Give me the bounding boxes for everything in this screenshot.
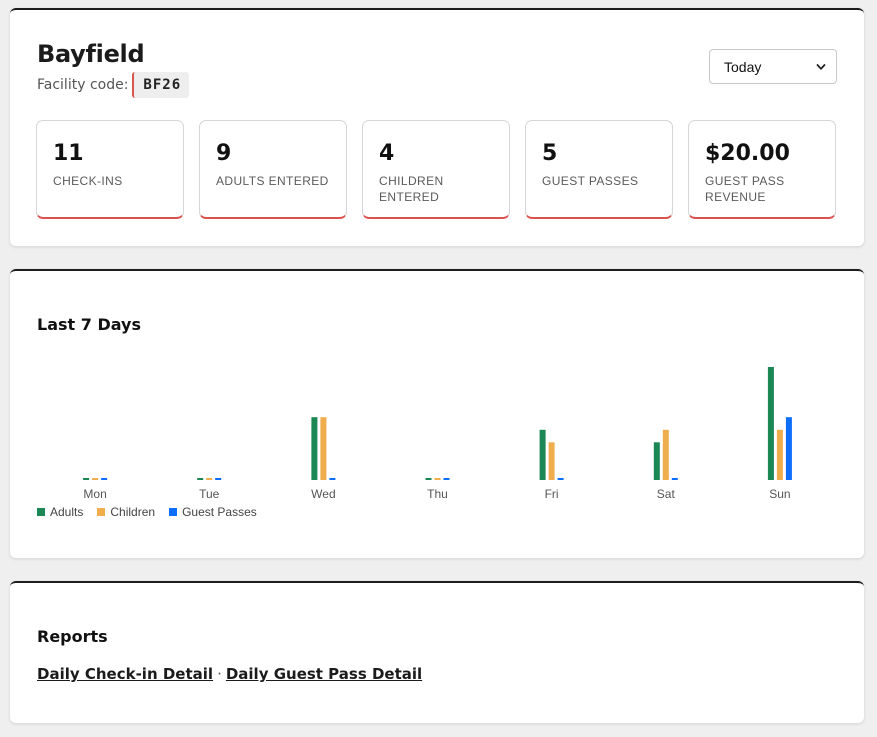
facility-summary-card: Bayfield Facility code: BF26 Today 11 CH… [10, 8, 864, 246]
stat-label: GUEST PASS REVENUE [705, 174, 785, 204]
facility-name: Bayfield [37, 40, 145, 68]
facility-code-row: Facility code: BF26 [37, 72, 190, 98]
bar-adults-mon [83, 478, 90, 480]
report-links: Daily Check-in Detail · Daily Guest Pass D… [37, 665, 422, 683]
last-7-days-card: Last 7 Days Mon Tue Wed Thu Fri Sat Sun Adults… [10, 269, 864, 558]
chart-title: Last 7 Days [37, 315, 141, 334]
legend-item-adults: Adults [37, 505, 83, 519]
legend-swatch [37, 508, 45, 516]
stat-card-check-ins: 11 CHECK-INS [36, 120, 184, 219]
bar-children-sun [776, 429, 783, 480]
x-tick-label: Wed [311, 487, 335, 501]
period-select[interactable]: Today [709, 49, 837, 84]
legend-item-guest-passes: Guest Passes [169, 505, 257, 519]
bar-guest-passes-thu [443, 478, 450, 480]
facility-code: BF26 [132, 72, 190, 98]
x-tick-label: Sat [657, 487, 676, 501]
daily-check-in-detail-link[interactable]: Daily Check-in Detail [37, 665, 214, 683]
legend-item-children: Children [97, 505, 155, 519]
bar-adults-thu [425, 478, 432, 480]
bar-guest-passes-mon [101, 478, 108, 480]
bar-children-wed [320, 417, 327, 480]
legend-label: Guest Passes [182, 505, 257, 519]
bar-children-fri [548, 442, 555, 480]
x-tick-label: Sun [769, 487, 790, 501]
legend-label: Adults [50, 505, 84, 519]
link-separator: · [217, 665, 222, 683]
stats-row: 11 CHECK-INS 9 ADULTS ENTERED 4 CHILDREN… [36, 120, 836, 219]
stat-value: 11 [53, 141, 84, 166]
bar-guest-passes-tue [215, 478, 222, 480]
daily-guest-pass-detail-link[interactable]: Daily Guest Pass Detail [225, 665, 423, 683]
stat-card-children: 4 CHILDREN ENTERED [362, 120, 510, 219]
stat-label: CHILDREN ENTERED [379, 174, 444, 204]
stat-label: ADULTS ENTERED [216, 174, 329, 188]
x-tick-label: Tue [199, 487, 220, 501]
reports-title: Reports [37, 627, 108, 646]
bar-adults-sun [767, 367, 774, 480]
stat-value: 9 [216, 141, 232, 166]
stat-label: CHECK-INS [53, 174, 123, 188]
stat-card-adults: 9 ADULTS ENTERED [199, 120, 347, 219]
stat-value: 4 [379, 141, 395, 166]
x-tick-label: Fri [545, 487, 559, 501]
bar-guest-passes-sat [671, 478, 678, 480]
bar-adults-fri [539, 429, 546, 480]
bar-children-thu [434, 478, 441, 480]
bar-guest-passes-sun [785, 417, 792, 480]
x-tick-label: Thu [427, 487, 448, 501]
bar-guest-passes-wed [329, 478, 336, 480]
stat-value: 5 [542, 141, 558, 166]
stat-card-guest-passes: 5 GUEST PASSES [525, 120, 673, 219]
legend-swatch [169, 508, 178, 516]
bar-adults-sat [653, 442, 660, 480]
x-tick-label: Mon [83, 487, 106, 501]
chart-legend: Adults Children Guest Passes [37, 505, 257, 519]
facility-code-label: Facility code: [37, 77, 129, 93]
chevron-down-icon [816, 63, 826, 70]
bar-chart: Mon Tue Wed Thu Fri Sat Sun [83, 367, 792, 501]
stat-card-guest-pass-revenue: $20.00 GUEST PASS REVENUE [688, 120, 836, 219]
legend-label: Children [110, 505, 156, 519]
bar-children-sat [662, 429, 669, 480]
period-select-value: Today [724, 58, 762, 75]
bar-children-mon [92, 478, 99, 480]
stat-value: $20.00 [705, 141, 790, 166]
bar-children-tue [206, 478, 213, 480]
stat-label: GUEST PASSES [542, 174, 639, 188]
bar-adults-tue [197, 478, 204, 480]
legend-swatch [97, 508, 106, 516]
reports-card: Reports Daily Check-in Detail · Daily Gues… [10, 581, 864, 723]
bar-guest-passes-fri [557, 478, 564, 480]
bar-adults-wed [311, 417, 318, 480]
